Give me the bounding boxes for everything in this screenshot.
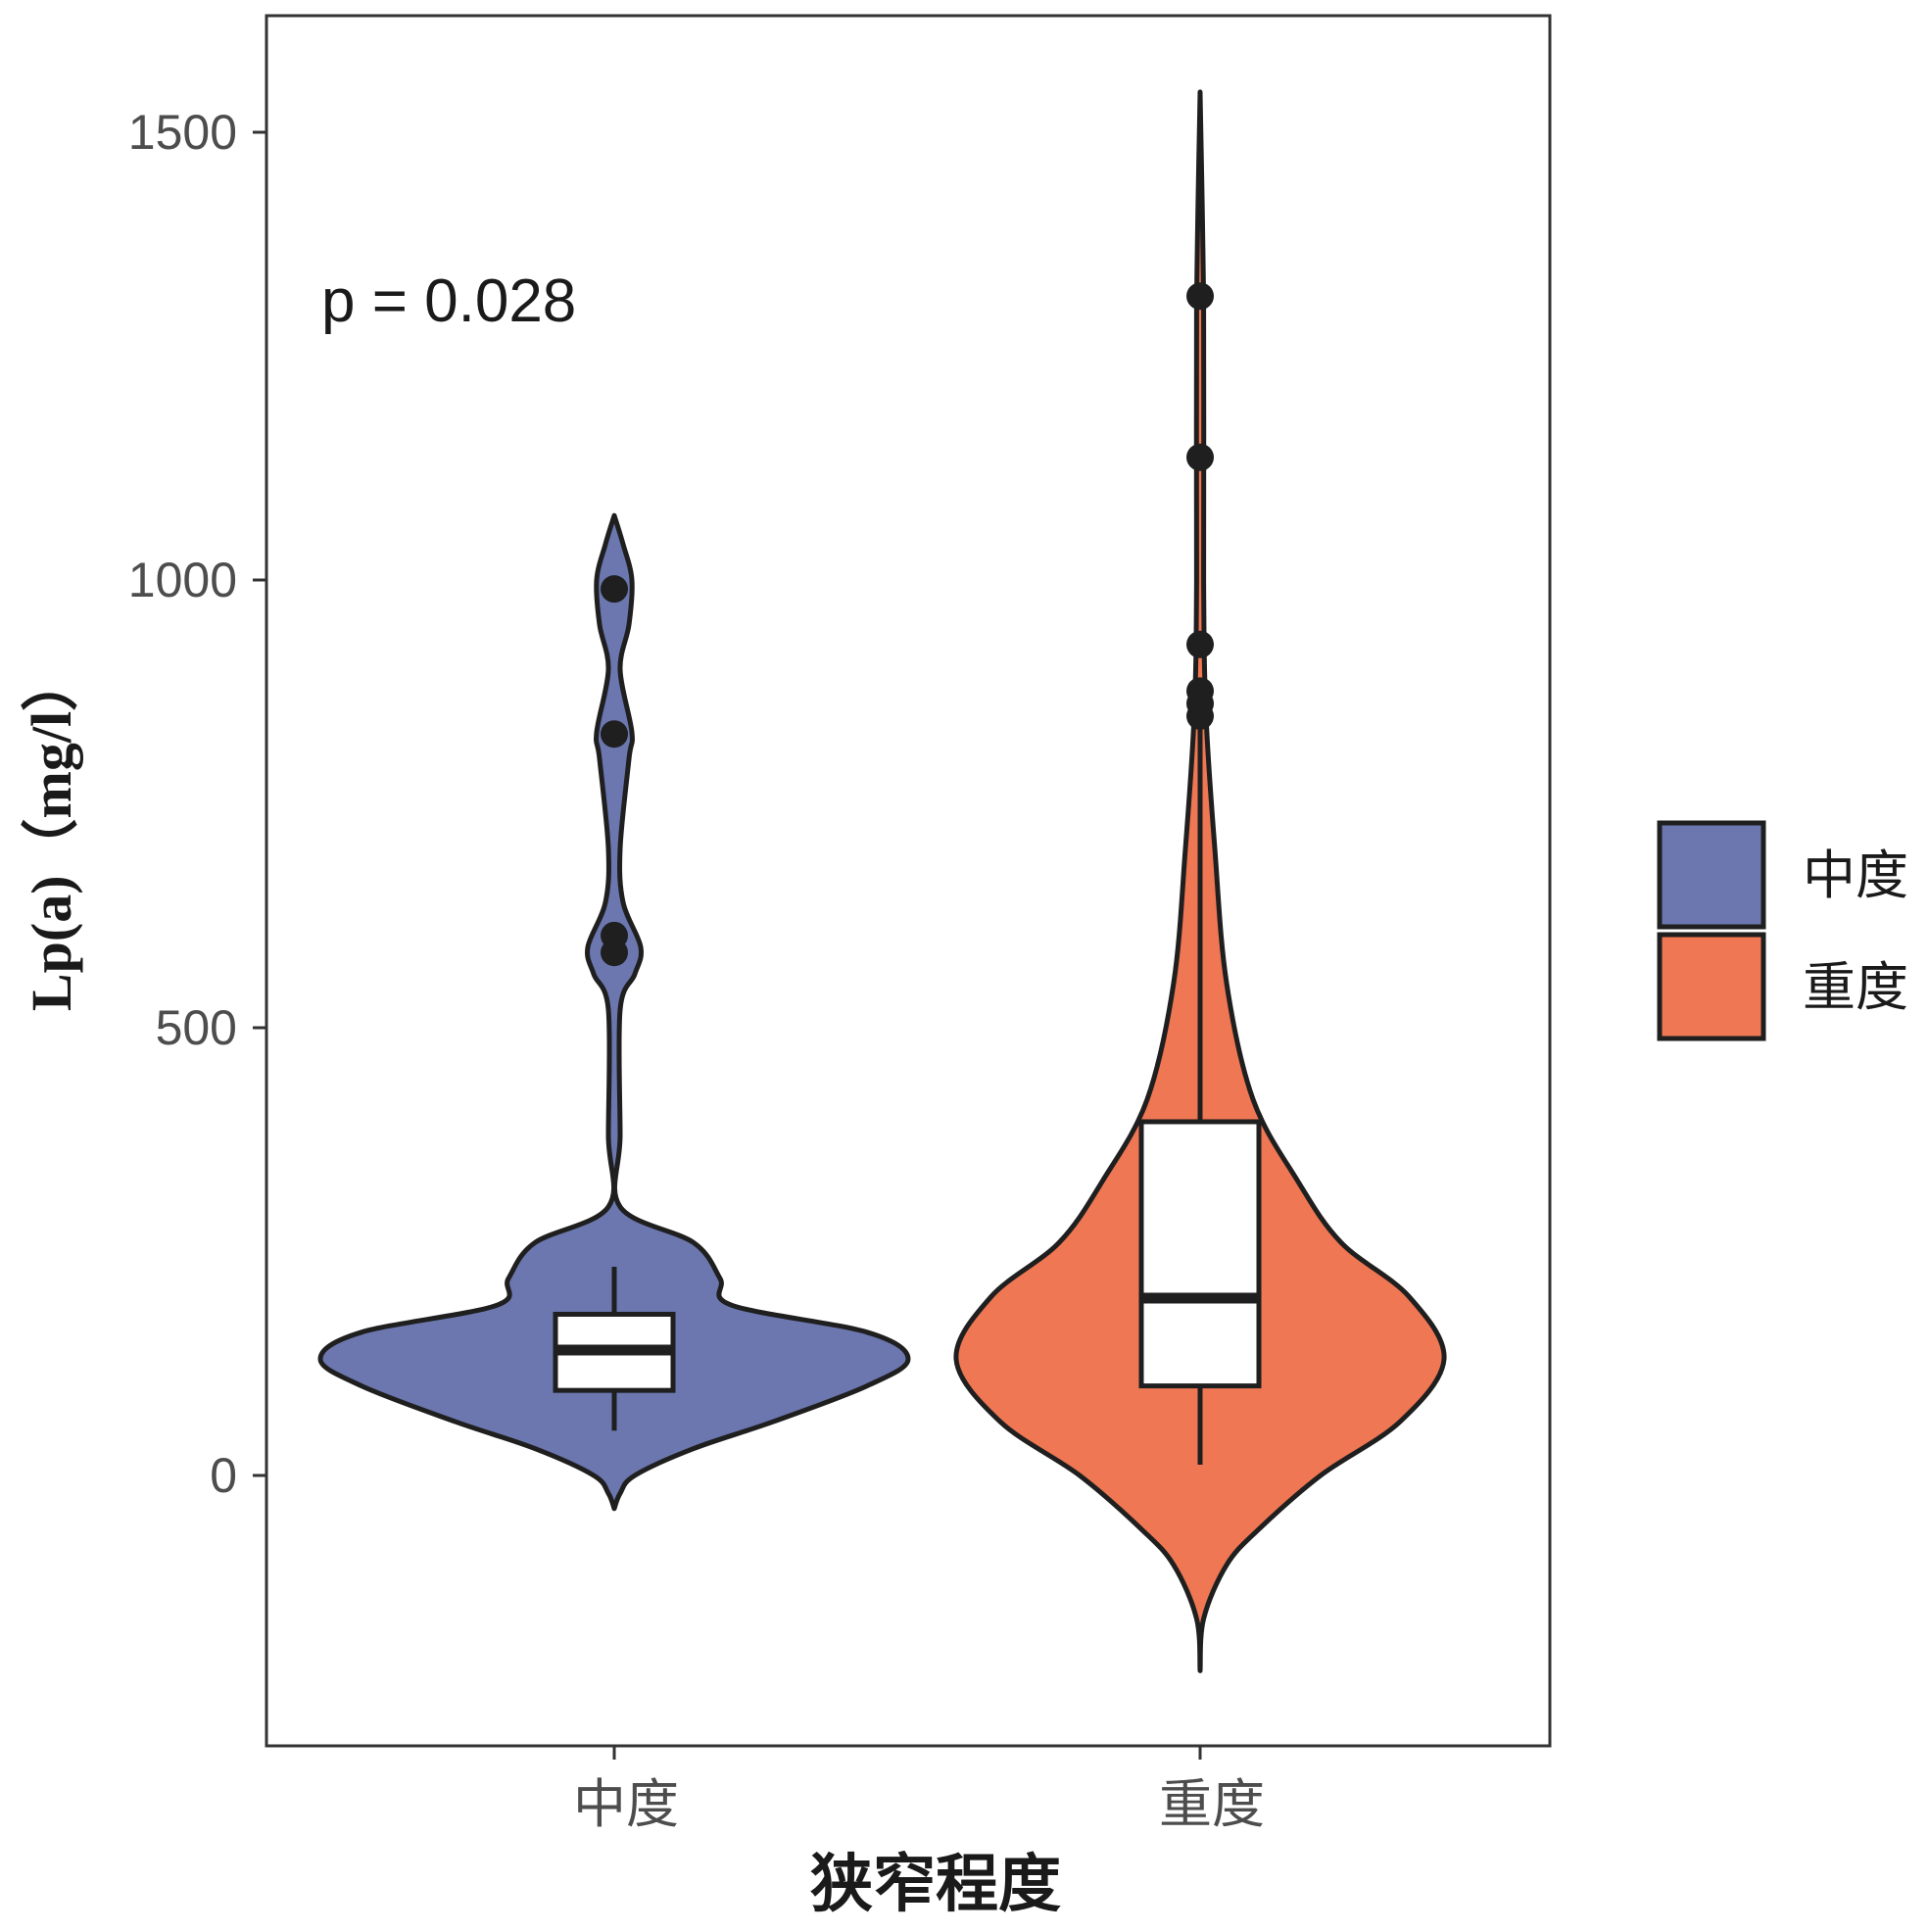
axis-layer: 中度 重度 0 500 1000 1500 [128, 105, 1265, 1835]
x-tick-label-moderate: 中度 [573, 1773, 679, 1835]
violin-moderate [317, 512, 911, 1512]
outlier-point-moderate-4 [601, 939, 628, 967]
y-axis-title: Lp(a)（mg/l） [20, 654, 83, 1011]
box-severe [1138, 1119, 1262, 1389]
legend-label-severe: 重度 [1803, 956, 1908, 1018]
outlier-point-severe-2 [1186, 443, 1214, 471]
y-tick-label-1000: 1000 [128, 553, 237, 607]
p-value-annotation: p = 0.028 [321, 267, 576, 335]
x-axis-title: 狭窄程度 [810, 1849, 1061, 1921]
outlier-point-severe-6 [1186, 701, 1214, 730]
legend-label-moderate: 中度 [1803, 845, 1908, 906]
legend-swatch-severe [1657, 932, 1766, 1041]
outlier-point-moderate-2 [601, 720, 628, 749]
x-tick-label-severe: 重度 [1159, 1773, 1265, 1835]
y-tick-label-0: 0 [210, 1448, 237, 1503]
y-tick-label-1500: 1500 [128, 105, 237, 160]
outlier-point-moderate-1 [601, 575, 628, 604]
outlier-point-severe-1 [1186, 282, 1214, 311]
plot-layer [317, 89, 1447, 1673]
y-tick-label-500: 500 [156, 1000, 237, 1055]
legend-swatch-moderate [1657, 820, 1766, 930]
plot-panel-border [265, 14, 1552, 1748]
outlier-point-severe-3 [1186, 630, 1214, 658]
